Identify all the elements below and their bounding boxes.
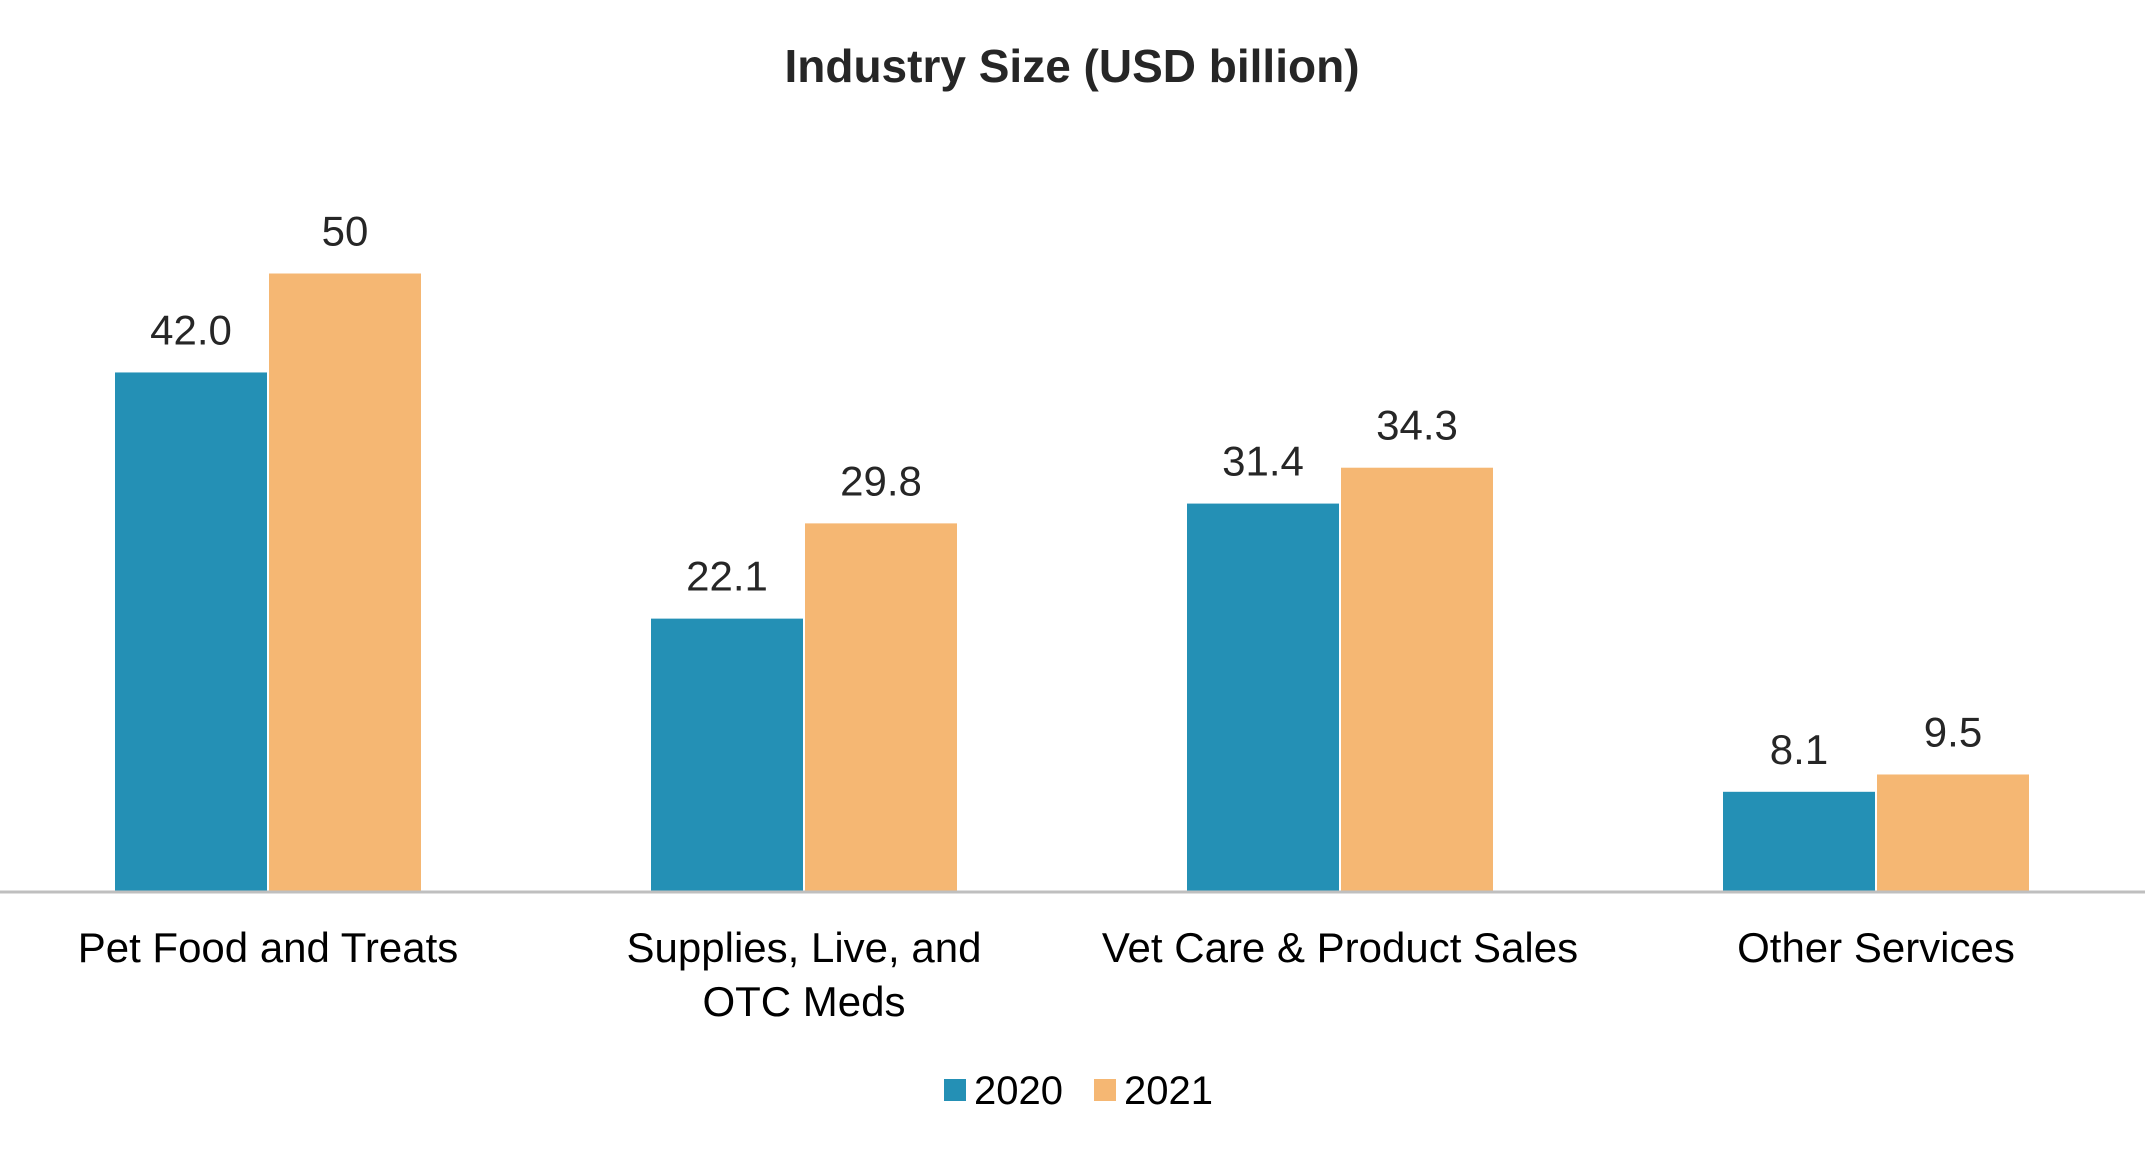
data-label-2020-3: 8.1 (1770, 726, 1828, 773)
bar-2020-3 (1723, 791, 1875, 892)
bar-2020-1 (651, 618, 803, 892)
data-label-2020-1: 22.1 (686, 553, 768, 600)
data-label-2021-2: 34.3 (1376, 402, 1458, 449)
chart-title: Industry Size (USD billion) (784, 40, 1359, 92)
data-label-2021-0: 50 (322, 208, 369, 255)
data-labels-group: 42.0 50 22.1 29.8 31.4 34.3 8.1 9.5 (150, 208, 1982, 773)
bar-2021-2 (1341, 467, 1493, 892)
category-labels-group: Pet Food and Treats Supplies, Live, and OT… (78, 924, 2015, 1025)
bar-2021-0 (269, 273, 421, 892)
data-label-2021-3: 9.5 (1924, 708, 1982, 755)
bar-2021-1 (805, 523, 957, 892)
legend-label-2021: 2021 (1124, 1069, 1213, 1113)
data-label-2020-2: 31.4 (1222, 438, 1304, 485)
legend-swatch-2021 (1094, 1079, 1116, 1101)
legend-swatch-2020 (944, 1079, 966, 1101)
bar-2020-0 (115, 372, 267, 893)
category-label-0-0: Pet Food and Treats (78, 924, 459, 971)
bar-2020-2 (1187, 503, 1339, 892)
data-label-2021-1: 29.8 (840, 457, 922, 504)
category-label-1-0: Supplies, Live, and (627, 924, 982, 971)
data-label-2020-0: 42.0 (150, 306, 232, 353)
category-label-3-0: Other Services (1737, 924, 2015, 971)
legend: 2020 2021 (944, 1069, 1213, 1113)
bar-2021-3 (1877, 774, 2029, 892)
category-label-2-0: Vet Care & Product Sales (1102, 924, 1578, 971)
legend-label-2020: 2020 (974, 1069, 1063, 1113)
bars-group (115, 273, 2029, 893)
category-label-1-1: OTC Meds (702, 978, 905, 1025)
